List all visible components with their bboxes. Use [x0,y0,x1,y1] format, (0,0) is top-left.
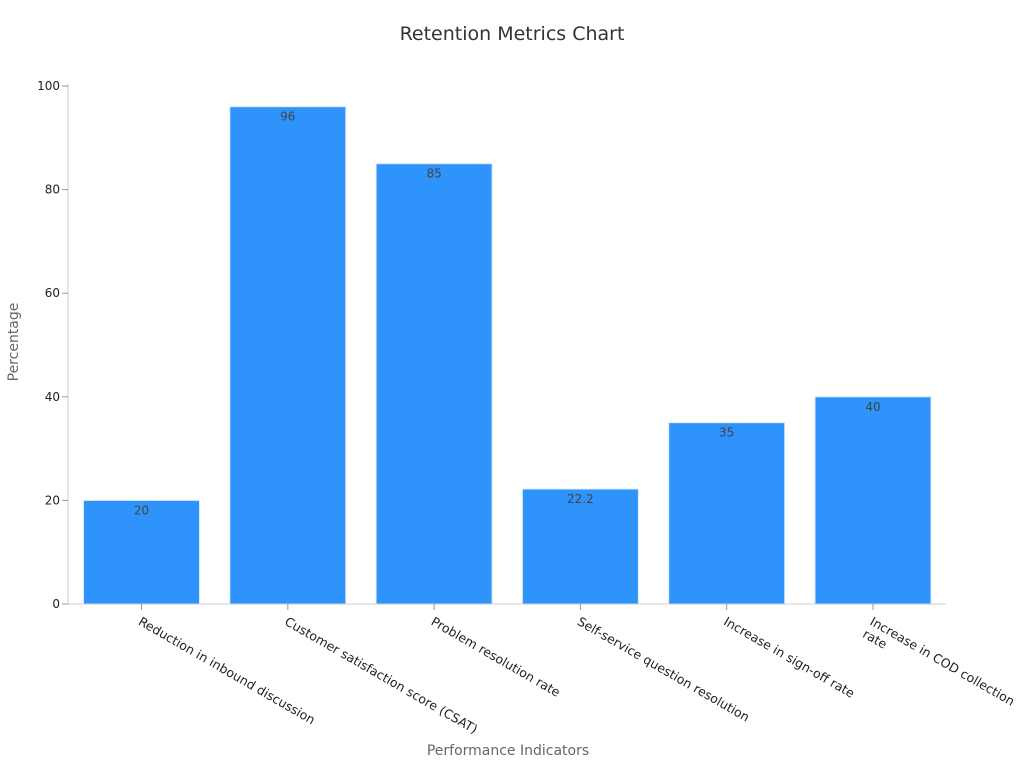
x-tick-label: Self-service question resolution [575,614,752,725]
bar [229,106,347,605]
bar-value-label: 40 [865,400,880,414]
bars [83,106,932,605]
y-axis: 0 20 40 60 80 100 [37,79,69,611]
bar-value-label: 20 [134,503,149,517]
x-axis: Reduction in inbound discussionCustomer … [68,603,1017,737]
bar [668,422,786,605]
x-tick-label: Problem resolution rate [429,614,564,700]
y-tick-label: 80 [45,183,60,197]
y-tick-label: 0 [52,597,60,611]
bar [521,488,639,605]
x-axis-title: Performance Indicators [427,743,589,759]
x-tick-label: Increase in sign-off rate [721,614,857,701]
chart-title: Retention Metrics Chart [400,23,625,45]
y-tick-label: 40 [45,390,60,404]
bar [375,163,493,605]
y-axis-title: Percentage [6,303,22,382]
bar-value-label: 22.2 [567,492,594,506]
y-tick-label: 60 [45,286,60,300]
bar-value-label: 96 [280,110,295,124]
x-tick-label: Increase in COD collectionrate [860,614,1017,722]
bar [814,396,932,605]
bar-value-label: 35 [719,426,734,440]
y-tick-label: 20 [45,493,60,507]
bar-value-label: 85 [426,167,441,181]
bar-value-labels: 20 96 85 22.2 35 40 [134,110,881,518]
y-tick-label: 100 [37,79,60,93]
